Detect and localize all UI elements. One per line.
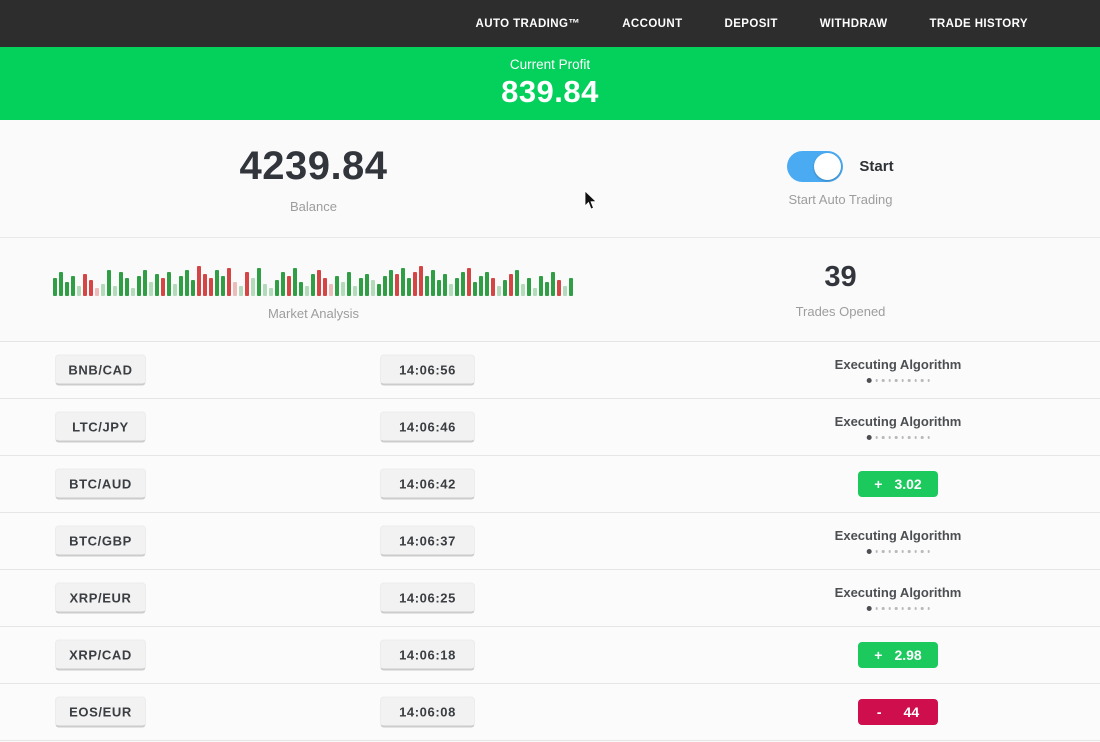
table-row: EOS/EUR 14:06:08 - 44: [0, 684, 1100, 741]
current-profit-banner: Current Profit 839.84: [0, 47, 1100, 120]
progress-dots: [866, 378, 930, 383]
progress-dots: [866, 606, 930, 611]
trades-opened-label: Trades Opened: [795, 303, 886, 319]
badge-sign: -: [876, 704, 882, 720]
status-profit: + 3.02: [858, 471, 938, 497]
time-chip[interactable]: 14:06:37: [380, 525, 475, 557]
profit-badge: + 2.98: [858, 642, 938, 668]
table-row: LTC/JPY 14:06:46 Executing Algorithm: [0, 399, 1100, 456]
status-loss: - 44: [858, 699, 938, 725]
badge-sign: +: [874, 647, 883, 663]
badge-value: 2.98: [894, 647, 922, 663]
time-chip[interactable]: 14:06:56: [380, 354, 475, 386]
executing-label: Executing Algorithm: [834, 414, 962, 429]
status-executing: Executing Algorithm: [834, 357, 962, 383]
status-executing: Executing Algorithm: [834, 585, 962, 611]
auto-trading-toggle[interactable]: [787, 150, 844, 182]
table-row: XRP/CAD 14:06:18 + 2.98: [0, 627, 1100, 684]
progress-dots: [866, 435, 930, 440]
status-executing: Executing Algorithm: [834, 528, 962, 554]
time-chip[interactable]: 14:06:25: [380, 582, 475, 614]
balance-value: 4239.84: [239, 143, 388, 188]
loss-badge: - 44: [858, 699, 938, 725]
nav-item-trade-history[interactable]: TRADE HISTORY: [929, 17, 1028, 30]
executing-label: Executing Algorithm: [834, 528, 962, 543]
toggle-label: Start: [859, 157, 894, 175]
status-executing: Executing Algorithm: [834, 414, 962, 440]
nav-item-withdraw[interactable]: WITHDRAW: [819, 17, 888, 30]
time-chip[interactable]: 14:06:42: [380, 468, 475, 500]
market-analysis-chart: [52, 258, 575, 296]
pair-chip[interactable]: EOS/EUR: [55, 696, 146, 728]
stats-row-balance: 4239.84 Balance Start Start Auto Trading: [0, 120, 1100, 237]
current-profit-label: Current Profit: [509, 57, 591, 72]
nav-item-account[interactable]: ACCOUNT: [622, 17, 683, 30]
executing-label: Executing Algorithm: [834, 357, 962, 372]
time-chip[interactable]: 14:06:08: [380, 696, 475, 728]
table-row: XRP/EUR 14:06:25 Executing Algorithm: [0, 570, 1100, 627]
status-profit: + 2.98: [858, 642, 938, 668]
executing-label: Executing Algorithm: [834, 585, 962, 600]
time-chip[interactable]: 14:06:18: [380, 639, 475, 671]
trade-table: BNB/CAD 14:06:56 Executing Algorithm LTC…: [0, 341, 1100, 741]
balance-label: Balance: [290, 198, 337, 214]
start-auto-trading-label: Start Auto Trading: [788, 191, 893, 207]
pair-chip[interactable]: XRP/CAD: [55, 639, 146, 671]
stats-row-market: Market Analysis 39 Trades Opened: [0, 237, 1100, 341]
badge-sign: +: [874, 476, 883, 492]
nav-item-deposit[interactable]: DEPOSIT: [724, 17, 778, 30]
nav-item-auto-trading[interactable]: AUTO TRADING™: [475, 17, 581, 30]
pair-chip[interactable]: BNB/CAD: [55, 354, 146, 386]
pair-chip[interactable]: XRP/EUR: [55, 582, 146, 614]
current-profit-value: 839.84: [501, 74, 599, 109]
time-chip[interactable]: 14:06:46: [380, 411, 475, 443]
toggle-knob-icon: [814, 152, 842, 180]
profit-badge: + 3.02: [858, 471, 938, 497]
table-row: BTC/GBP 14:06:37 Executing Algorithm: [0, 513, 1100, 570]
top-navbar: AUTO TRADING™ ACCOUNT DEPOSIT WITHDRAW T…: [0, 0, 1100, 47]
badge-value: 3.02: [894, 476, 922, 492]
pair-chip[interactable]: LTC/JPY: [55, 411, 146, 443]
badge-value: 44: [903, 704, 920, 720]
table-row: BTC/AUD 14:06:42 + 3.02: [0, 456, 1100, 513]
pair-chip[interactable]: BTC/GBP: [55, 525, 146, 557]
market-analysis-label: Market Analysis: [267, 306, 360, 321]
trades-opened-value: 39: [824, 260, 857, 293]
table-row: BNB/CAD 14:06:56 Executing Algorithm: [0, 342, 1100, 399]
progress-dots: [866, 549, 930, 554]
pair-chip[interactable]: BTC/AUD: [55, 468, 146, 500]
